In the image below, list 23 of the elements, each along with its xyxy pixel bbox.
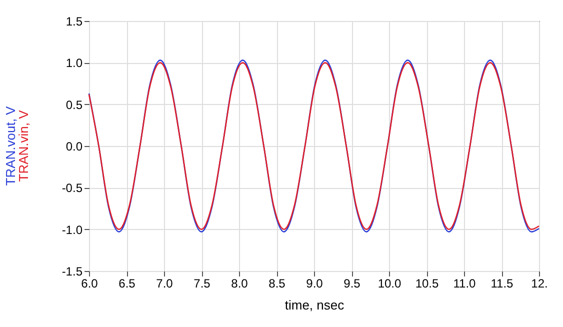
text: TRAN.vin, V — [16, 110, 31, 182]
x-tick-label: 7.0 — [156, 276, 174, 290]
x-tick-label: 10.0 — [378, 276, 402, 290]
y-tick-label: -1.0 — [62, 222, 83, 237]
y-tick-label: 0.5 — [66, 98, 83, 112]
x-axis-title: time, nsec — [284, 298, 345, 312]
x-tick-label: 8.0 — [231, 276, 248, 290]
y-tick-label: 0.0 — [66, 140, 83, 154]
x-tick-label: 9.5 — [344, 276, 361, 290]
x-tick-label: 12. — [531, 276, 548, 290]
x-tick-label: 11.5 — [490, 276, 514, 290]
x-tick-label: 8.5 — [268, 276, 286, 290]
x-tick-label: 6.5 — [118, 276, 136, 290]
y-tick-label: -0.5 — [62, 181, 83, 196]
x-tick-label: 11.0 — [453, 276, 476, 290]
text: TRAN.vout, V — [3, 106, 18, 186]
y-tick-label: 1.5 — [66, 14, 83, 28]
y-tick-label: -1.5 — [62, 264, 83, 278]
y-tick-label: 1.0 — [66, 56, 83, 70]
x-tick-label: 6.0 — [81, 276, 98, 290]
x-tick-label: 10.5 — [415, 276, 439, 290]
x-tick-label: 9.0 — [306, 276, 324, 290]
x-tick-label: 7.5 — [194, 276, 211, 290]
